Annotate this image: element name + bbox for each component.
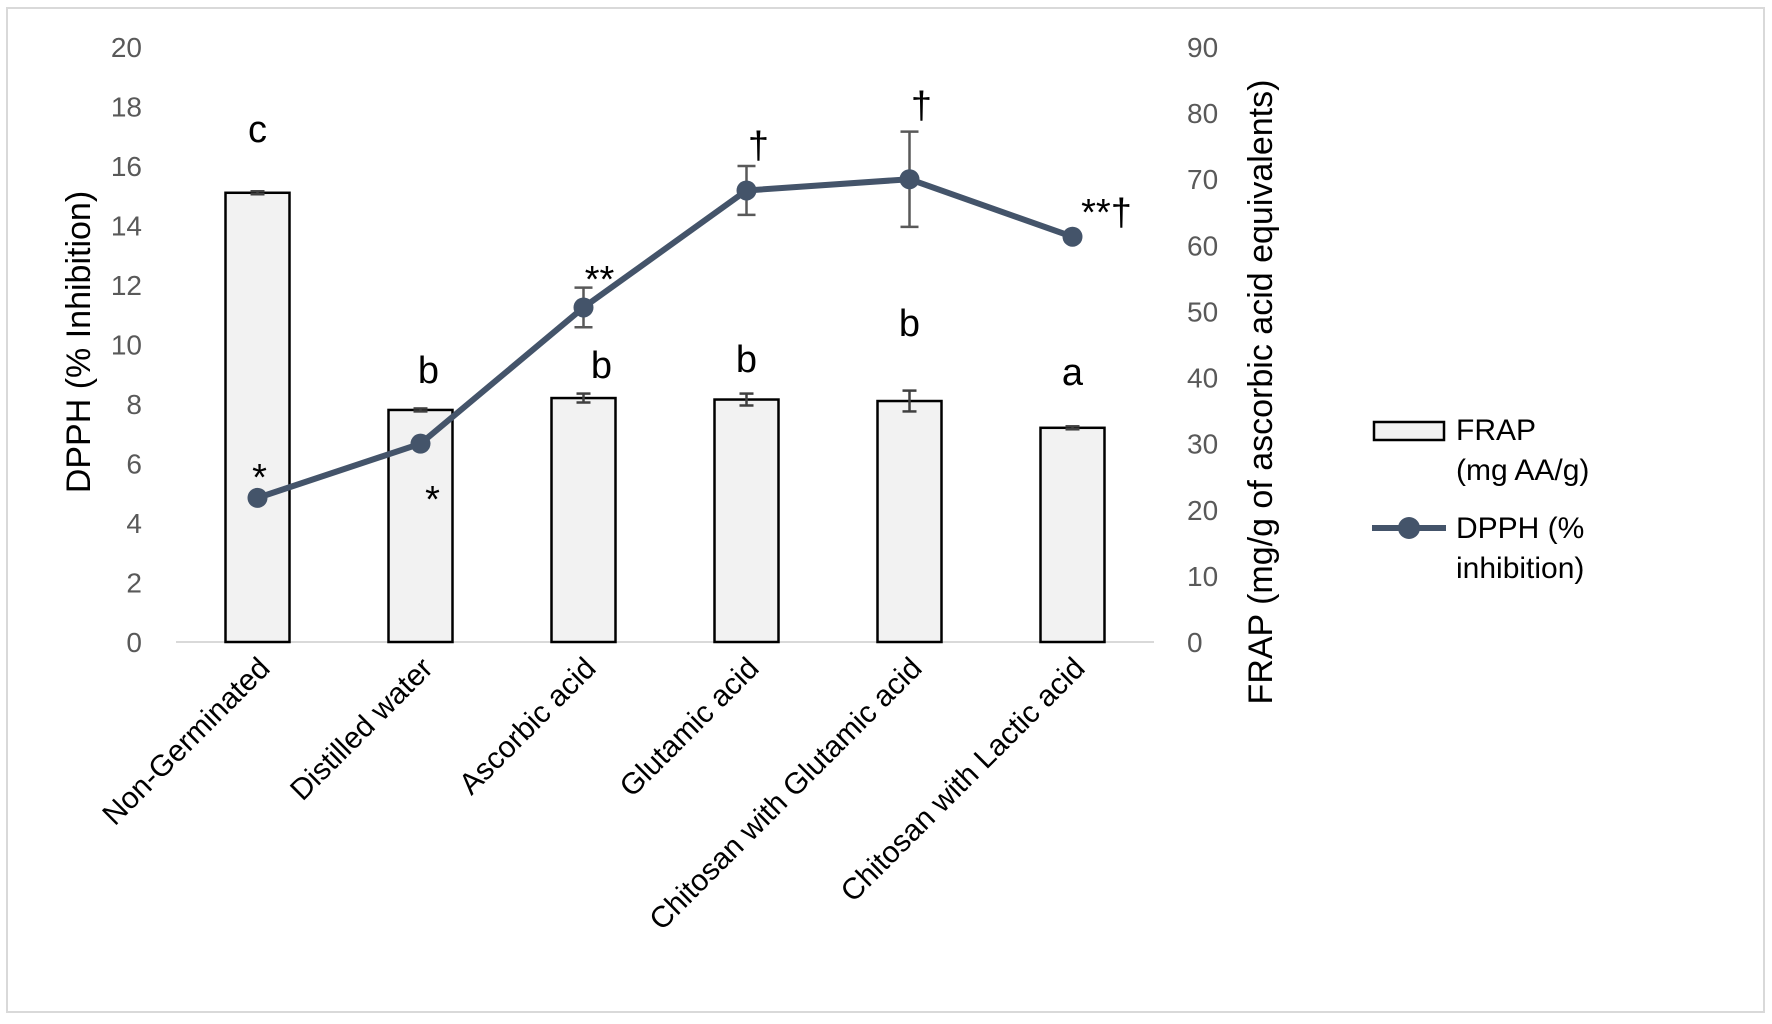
dpph-point: [410, 433, 431, 454]
bar-letter-label: b: [418, 350, 439, 392]
left-tick-label: 8: [126, 389, 142, 420]
bar-letter-label: b: [736, 339, 757, 381]
bar-letter-label: b: [899, 303, 920, 345]
right-tick-label: 70: [1187, 164, 1218, 195]
dpph-series-line: [256, 176, 1074, 501]
dpph-point: [1062, 226, 1083, 247]
legend: FRAP (mg AA/g) DPPH (% inhibition): [1372, 414, 1589, 585]
dpph-point: [573, 297, 594, 318]
frap-bar: [876, 399, 943, 644]
bar-letter-label: a: [1062, 352, 1084, 394]
left-tick-label: 18: [111, 92, 142, 123]
left-tick-label: 6: [126, 449, 142, 480]
right-tick-label: 10: [1187, 561, 1218, 592]
left-tick-label: 2: [126, 568, 142, 599]
right-tick-label: 20: [1187, 495, 1218, 526]
legend-frap-label-line1: FRAP: [1456, 414, 1536, 447]
left-tick-label: 12: [111, 270, 142, 301]
legend-dpph-label-line2: inhibition): [1456, 552, 1584, 585]
bar-letter-label: c: [248, 109, 267, 151]
point-significance-label: **: [585, 259, 615, 301]
left-tick-label: 14: [111, 211, 142, 242]
dpph-point: [899, 169, 920, 190]
left-tick-label: 10: [111, 330, 142, 361]
dpph-points: [247, 169, 1083, 508]
point-significance-label: **†: [1081, 192, 1132, 234]
legend-dpph-marker: [1398, 517, 1420, 539]
left-tick-label: 16: [111, 151, 142, 182]
point-significance-labels: ****††**†: [252, 85, 1132, 521]
bar-letter-label: b: [591, 345, 612, 387]
right-tick-label: 0: [1187, 627, 1203, 658]
left-tick-label: 20: [111, 32, 142, 63]
left-axis-title: DPPH (% Inhibition): [60, 191, 98, 493]
frap-bar: [224, 191, 291, 644]
right-axis-ticks: 0 10 20 30 40 50 60 70 80 90: [1187, 32, 1218, 658]
right-axis-title: FRAP (mg/g of ascorbic acid equivalents): [1242, 80, 1280, 705]
point-significance-label: *: [425, 479, 440, 521]
right-tick-label: 90: [1187, 32, 1218, 63]
point-significance-label: †: [748, 125, 769, 167]
point-significance-label: †: [911, 85, 932, 127]
frap-bar: [1039, 426, 1106, 644]
right-tick-label: 30: [1187, 429, 1218, 460]
left-axis-ticks: 0 2 4 6 8 10 12 14 16 18 20: [111, 32, 142, 658]
legend-frap-swatch: [1372, 420, 1446, 442]
dpph-point: [736, 180, 757, 201]
frap-bar: [550, 396, 617, 644]
point-significance-label: *: [252, 457, 267, 499]
left-tick-label: 4: [126, 508, 142, 539]
right-tick-label: 80: [1187, 98, 1218, 129]
left-tick-label: 0: [126, 627, 142, 658]
right-tick-label: 60: [1187, 230, 1218, 261]
frap-error-bars: [250, 190, 1080, 431]
frap-bar: [713, 398, 780, 644]
right-tick-label: 40: [1187, 363, 1218, 394]
right-tick-label: 50: [1187, 296, 1218, 327]
dpph-point: [247, 487, 268, 508]
legend-dpph-label-line1: DPPH (%: [1456, 512, 1584, 545]
dpph-line: [256, 176, 1074, 501]
bar-letter-labels: c b b b b a: [248, 109, 1084, 394]
legend-frap-label-line2: (mg AA/g): [1456, 454, 1589, 487]
